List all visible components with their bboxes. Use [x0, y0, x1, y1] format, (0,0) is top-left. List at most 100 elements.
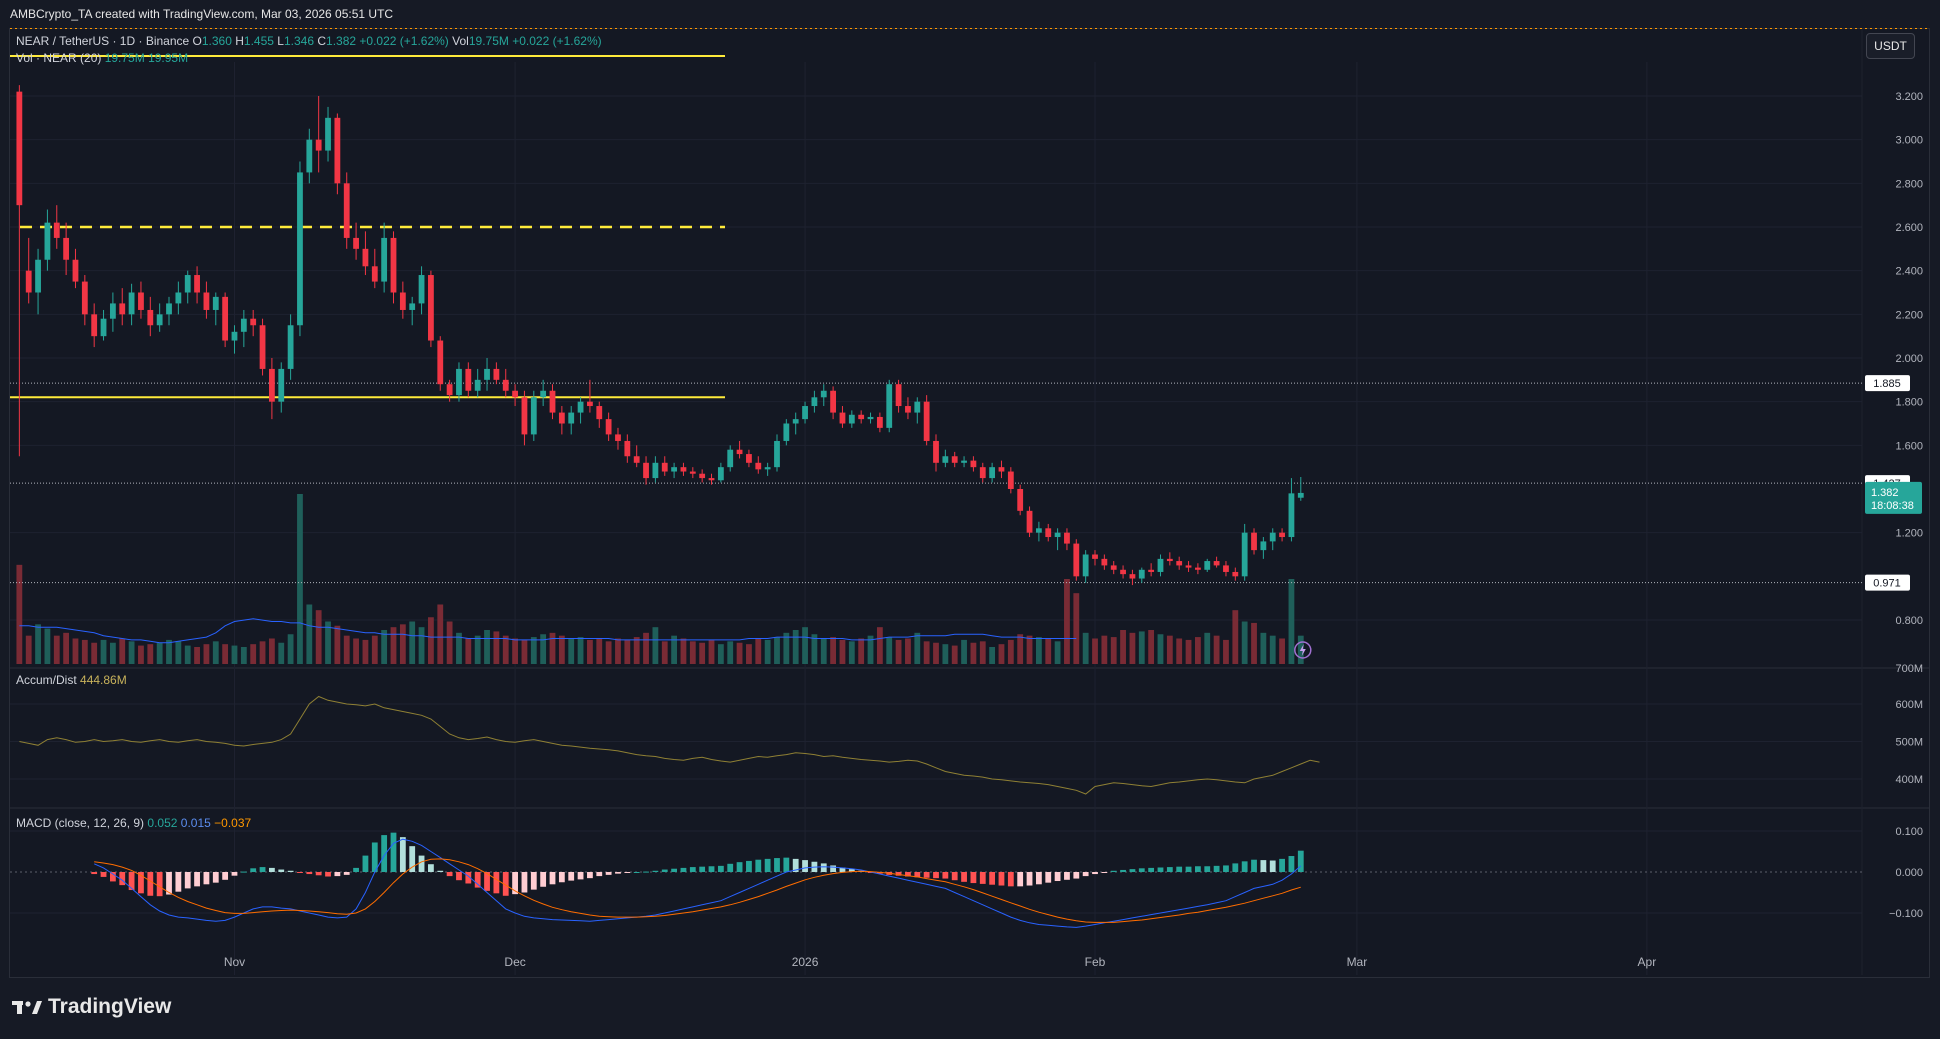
macd-histogram-bar	[409, 846, 416, 872]
volume-bar	[848, 641, 855, 664]
macd-histogram-bar	[1241, 861, 1248, 872]
volume-bar	[1223, 639, 1229, 664]
header-bar: AMBCrypto_TA created with TradingView.co…	[0, 0, 1940, 28]
volume-bar	[456, 632, 462, 664]
candle-body	[35, 259, 41, 293]
volume-bar	[119, 638, 126, 664]
volume-bar	[680, 638, 687, 664]
volume-bar	[166, 639, 172, 664]
macd-histogram-bar	[1073, 872, 1080, 879]
volume-bar	[1073, 593, 1080, 664]
macd-histogram-bar	[278, 869, 285, 872]
chart-panel[interactable]	[9, 28, 1930, 978]
candle-body	[661, 462, 668, 472]
volume-bar	[802, 627, 808, 664]
macd-histogram-bar	[502, 872, 509, 896]
volume-bar	[259, 641, 266, 664]
macd-histogram-bar	[1129, 869, 1136, 872]
volume-bar	[1279, 638, 1285, 664]
support-price-label-box	[1865, 574, 1910, 591]
macd-histogram-bar	[961, 872, 967, 882]
macd-signal-line	[94, 858, 1301, 923]
macd-histogram-bar	[1138, 868, 1145, 872]
candle-body	[774, 440, 780, 468]
macd-histogram-bar	[287, 870, 294, 872]
candle-body	[876, 416, 883, 428]
volume-bar	[1166, 635, 1173, 664]
macd-histogram-bar	[839, 867, 846, 872]
candle-body	[764, 467, 771, 470]
symbol-legend[interactable]: NEAR / TetherUS · 1D · Binance O1.360 H1…	[16, 34, 602, 48]
volume-bar	[905, 638, 911, 664]
tradingview-logo-icon	[12, 1001, 42, 1014]
macd-histogram-bar	[1251, 859, 1257, 872]
candle-body	[44, 222, 51, 260]
volume-bar	[755, 638, 762, 664]
macd-histogram-bar	[212, 872, 219, 883]
macd-histogram-bar	[596, 872, 603, 877]
volume-bar	[1017, 634, 1024, 664]
volume-bar	[549, 632, 556, 664]
volume-bar	[671, 635, 678, 664]
tradingview-logo[interactable]: TradingView	[12, 995, 171, 1019]
candle-body	[72, 259, 79, 282]
candle-body	[830, 390, 837, 413]
candle-body	[783, 423, 790, 441]
macd-label[interactable]: MACD (close, 12, 26, 9)	[16, 816, 145, 830]
candle-body	[624, 440, 631, 457]
volume-bar	[100, 639, 107, 664]
volume-bar	[381, 630, 388, 664]
volume-bar	[53, 635, 60, 664]
macd-histogram-bar	[428, 864, 434, 872]
macd-histogram-bar	[671, 868, 678, 872]
candle-body	[250, 318, 257, 326]
macd-histogram-bar	[353, 867, 359, 872]
support-price-label-text: 0.971	[1873, 578, 1901, 590]
alert-badge-icon	[1294, 641, 1312, 659]
volume-bar	[1288, 579, 1295, 664]
macd-histogram-bar	[989, 872, 996, 885]
macd-histogram-bar	[643, 871, 649, 873]
price-tick-label: 1.200	[1895, 528, 1923, 540]
candle-body	[362, 248, 369, 267]
ad-axis-label: 400M	[1895, 774, 1923, 786]
currency-button[interactable]: USDT	[1866, 33, 1915, 59]
macd-histogram-bar	[1269, 860, 1276, 872]
volume-bar	[1269, 635, 1276, 664]
macd-histogram-bar	[979, 872, 986, 884]
macd-hist-value: 0.052	[147, 816, 178, 830]
candle-body	[1101, 558, 1108, 566]
volume-ma-line	[19, 618, 1077, 644]
candle-body	[1129, 574, 1136, 579]
macd-histogram-bar	[1213, 865, 1220, 872]
volume-indicator-label[interactable]: Vol · NEAR (20)	[16, 51, 102, 65]
candle-body	[979, 467, 986, 479]
macd-histogram-bar	[1194, 866, 1201, 872]
accum-dist-label[interactable]: Accum/Dist	[16, 673, 77, 687]
current-price-box	[1865, 481, 1922, 514]
candle-body	[371, 266, 378, 282]
footer-bar	[0, 980, 1940, 1039]
volume-bar	[1251, 622, 1257, 664]
volume-bar	[764, 639, 771, 664]
macd-histogram-bar	[764, 858, 771, 872]
price-tick-label: 3.200	[1895, 91, 1923, 103]
resistance-price-label-text: 1.885	[1873, 378, 1901, 390]
macd-histogram-bar	[1092, 872, 1098, 875]
accum-dist-legend[interactable]: Accum/Dist 444.86M	[16, 673, 127, 687]
low-value: 1.346	[283, 34, 315, 48]
vol-change-value: +0.022 (+1.62%)	[512, 34, 602, 48]
candle-body	[633, 456, 640, 463]
macd-line-value: 0.015	[180, 816, 211, 830]
macd-legend[interactable]: MACD (close, 12, 26, 9) 0.052 0.015 −0.0…	[16, 816, 251, 830]
symbol-name[interactable]: NEAR / TetherUS · 1D · Binance	[16, 34, 190, 48]
volume-bar	[128, 641, 135, 664]
candle-body	[1157, 558, 1164, 572]
resistance-price-label: 1.885	[1865, 375, 1910, 392]
macd-histogram-bar	[1297, 850, 1304, 872]
candle-body	[25, 270, 32, 293]
volume-legend[interactable]: Vol · NEAR (20) 19.75M 19.95M	[16, 51, 188, 65]
macd-histogram-bar	[717, 865, 724, 872]
macd-histogram-bar	[250, 868, 257, 872]
